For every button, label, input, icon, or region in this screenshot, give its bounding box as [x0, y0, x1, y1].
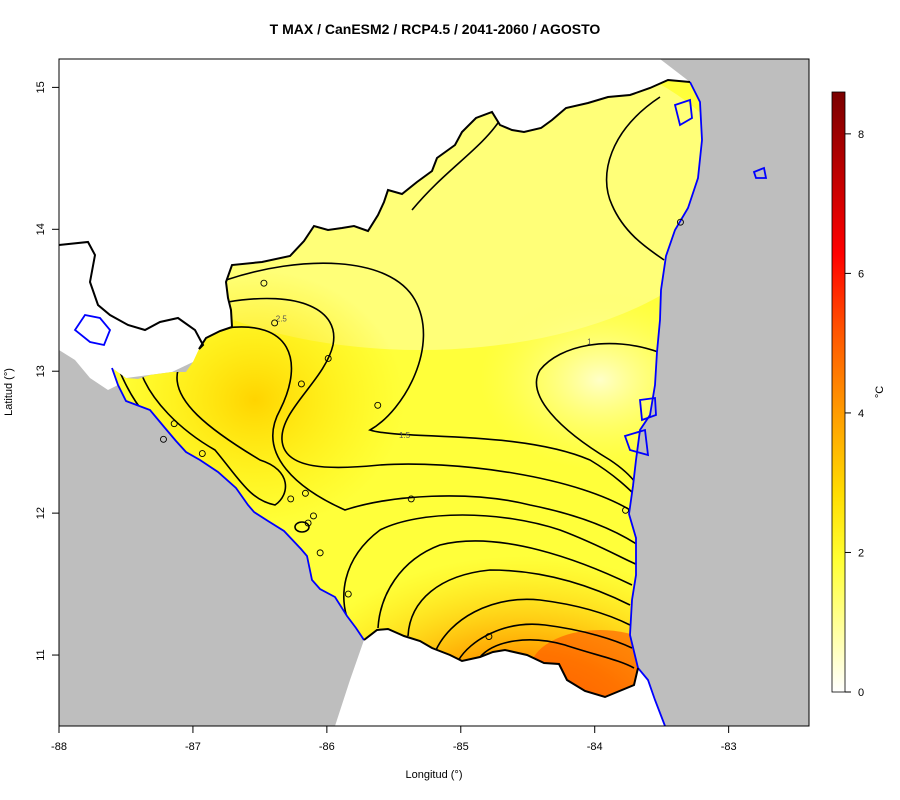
- caribbean-coastline: [628, 81, 703, 727]
- station-marker: [301, 489, 309, 497]
- station-marker: [160, 435, 167, 443]
- y-tick-label: 11: [35, 649, 47, 660]
- colorbar-tick-label: 0: [858, 687, 864, 699]
- x-tick-label: -83: [721, 741, 737, 753]
- station-marker: [297, 380, 305, 388]
- contour-line: [294, 521, 310, 533]
- station-marker: [324, 354, 332, 362]
- contour-line: [407, 569, 631, 637]
- station-marker: [485, 633, 493, 641]
- colorbar-unit: °C: [874, 386, 886, 398]
- gulf-of-fonseca: [73, 313, 112, 347]
- y-axis-title: Latitud (°): [3, 368, 15, 416]
- contour-line: [227, 297, 639, 516]
- station-marker: [304, 519, 312, 527]
- contour-line: [535, 342, 659, 491]
- station-marker: [344, 590, 352, 598]
- colorbar-tick-label: 6: [858, 268, 864, 280]
- x-tick-label: -88: [51, 741, 67, 753]
- y-tick-label: 15: [35, 81, 47, 93]
- y-tick-label: 14: [35, 223, 47, 235]
- contour-line: [411, 119, 501, 211]
- y-axis: 11 12 13 14 15: [35, 81, 59, 661]
- lagoon: [623, 428, 650, 457]
- lagoon: [673, 98, 693, 127]
- y-tick-label: 12: [35, 507, 47, 519]
- station-marker: [316, 549, 324, 557]
- contour-label: 1: [587, 337, 592, 346]
- station-marker: [271, 319, 279, 327]
- colorbar-ticks: 0 2 4 6 8: [845, 129, 864, 699]
- colorbar-tick-label: 8: [858, 129, 864, 141]
- page-title: T MAX / CanESM2 / RCP4.5 / 2041-2060 / A…: [269, 21, 601, 37]
- colorbar-tick-label: 4: [858, 408, 864, 420]
- pacific-coastline: [111, 367, 365, 641]
- lagoon: [639, 396, 657, 422]
- contour-line: [479, 639, 635, 669]
- x-tick-label: -87: [185, 741, 201, 753]
- station-marker: [260, 279, 268, 287]
- colorbar-tick-label: 2: [858, 547, 864, 559]
- colorbar-bar: [831, 91, 846, 693]
- contour-line: [139, 369, 287, 506]
- x-tick-label: -86: [319, 741, 335, 753]
- coastlines: [73, 81, 768, 727]
- station-marker: [287, 495, 295, 503]
- island: [752, 166, 768, 179]
- x-axis-title: Longitud (°): [406, 769, 463, 781]
- contour-line: [225, 326, 639, 546]
- station-marker: [374, 401, 382, 409]
- contour-line: [225, 262, 639, 499]
- northern-border: [58, 78, 691, 350]
- contour-line: [457, 623, 633, 662]
- contour-label: 1.5: [399, 431, 411, 440]
- contour-line: [605, 96, 665, 261]
- station-marker: [622, 506, 629, 514]
- station-marker: [310, 512, 317, 520]
- x-tick-label: -84: [587, 741, 603, 753]
- station-marker: [170, 420, 178, 428]
- north-neighbour-region: [59, 59, 690, 362]
- contour-line: [435, 598, 631, 651]
- contour-labels: 2.5 1 1.5: [276, 315, 592, 440]
- y-tick-label: 13: [35, 365, 47, 377]
- contour-label: 2.5: [276, 315, 288, 324]
- costa-rica-region: [335, 629, 665, 726]
- colorbar: 0 2 4 6 8 °C: [831, 91, 886, 699]
- station-marker: [407, 495, 415, 503]
- borders: [58, 78, 691, 699]
- station-marker: [198, 450, 206, 457]
- stations: [160, 218, 684, 641]
- contour-lines: [119, 96, 665, 669]
- contour-line: [343, 514, 639, 621]
- station-marker: [676, 218, 684, 226]
- x-axis: -88 -87 -86 -85 -84 -83: [51, 725, 737, 753]
- southern-border: [363, 627, 639, 699]
- contour-line: [377, 540, 633, 629]
- honduras-region: [59, 242, 203, 390]
- x-tick-label: -85: [453, 741, 469, 753]
- map-panel: 2.5 1 1.5: [58, 58, 810, 727]
